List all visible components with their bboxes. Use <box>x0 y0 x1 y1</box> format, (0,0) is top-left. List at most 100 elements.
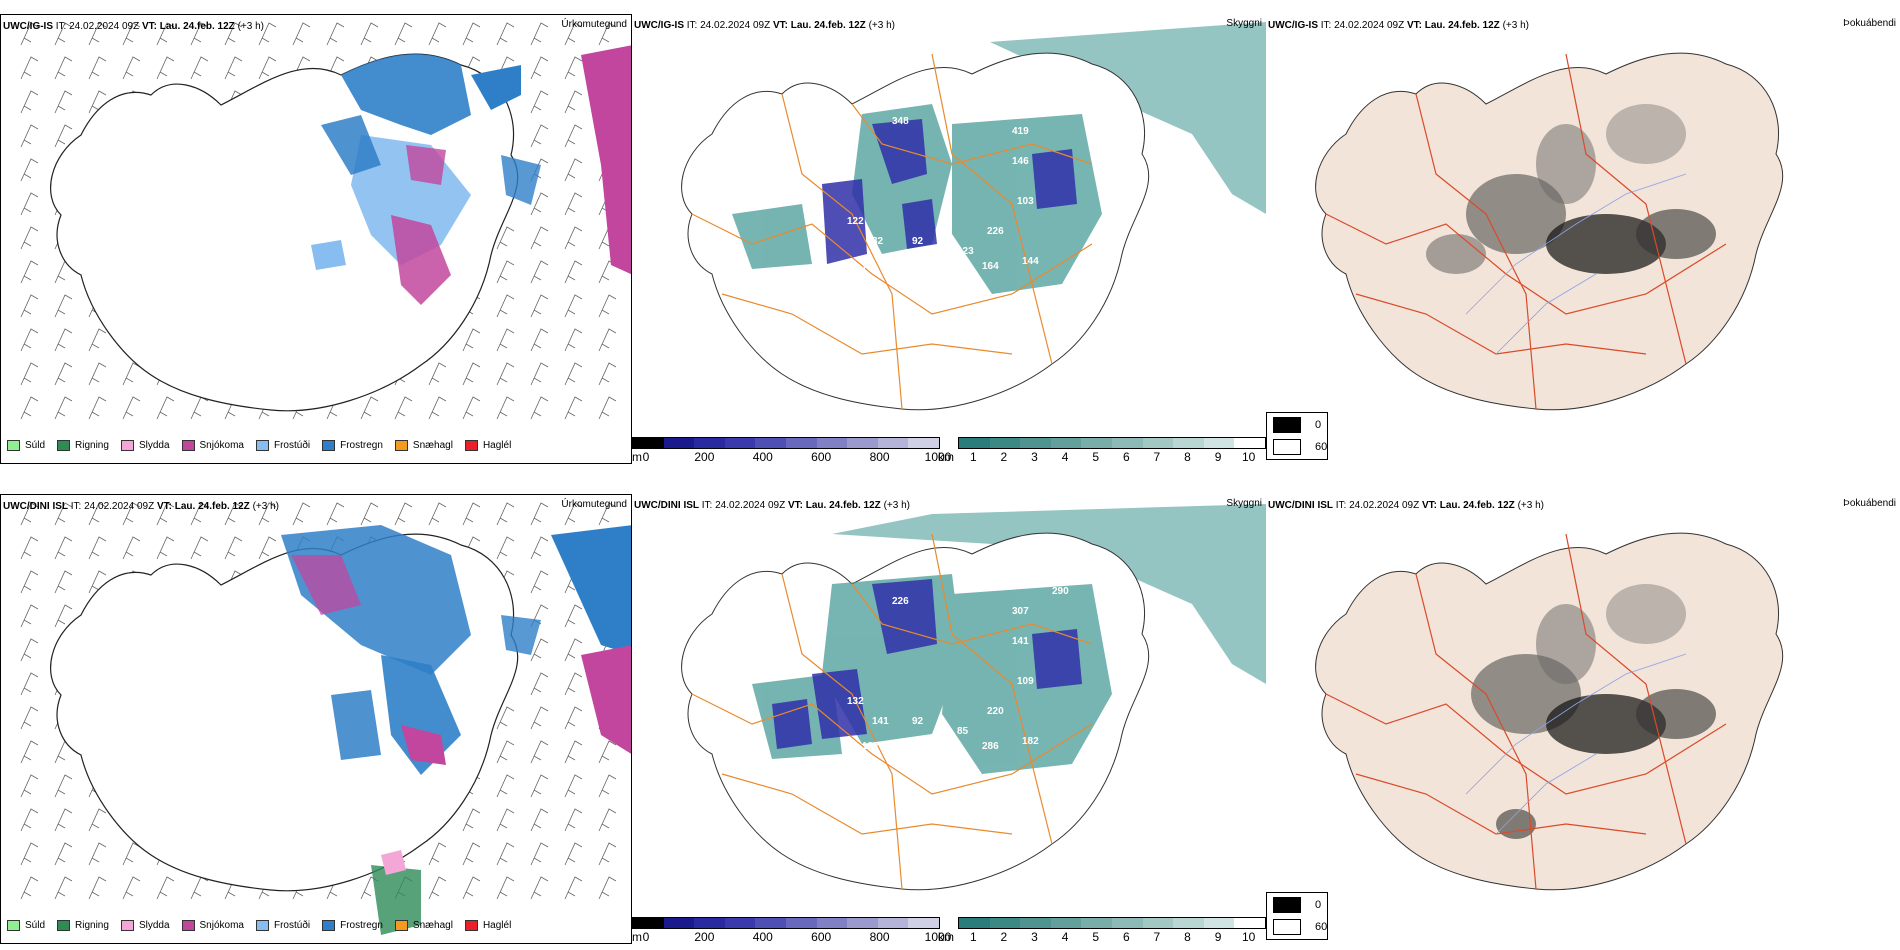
colorbar-tick: 200 <box>694 930 715 944</box>
legend-label: Súld <box>25 440 46 451</box>
colorbar-segment <box>959 438 990 448</box>
legend-label: Slydda <box>138 440 170 451</box>
precip-type-panel-row2: UWC/DINI ISL IT: 24.02.2024 09Z VT: Lau.… <box>0 494 632 944</box>
colorbar-segment <box>847 438 878 448</box>
colorbar-segment <box>755 438 786 448</box>
precip-legend: Súld Rigning Slydda Snjókoma Frostúði Frostre… <box>7 920 523 931</box>
visibility-value: 419 <box>1012 126 1029 137</box>
visibility-value: 378 <box>972 96 989 107</box>
colorbar-tick: 8 <box>1184 450 1191 464</box>
colorbar-segment <box>1081 438 1112 448</box>
legend-swatch <box>464 440 478 451</box>
colorbar-tick: 6 <box>1122 450 1130 464</box>
visibility-value: 236 <box>1107 101 1124 112</box>
legend-item: Rigning <box>57 440 109 451</box>
colorbar-segment <box>633 438 664 448</box>
ticks-m: 0 200 400 600 800 1000 <box>643 930 952 944</box>
legend-swatch <box>322 920 336 931</box>
visibility-value: 82 <box>872 236 884 247</box>
visibility-colorbar-km <box>958 917 1266 929</box>
visibility-value: 290 <box>1052 586 1069 597</box>
visibility-value: 109 <box>1017 676 1034 687</box>
colorbar-tick: 1000 <box>924 450 952 464</box>
legend-label: Snæhagl <box>412 920 453 931</box>
visibility-value: 107 <box>1092 261 1109 272</box>
panel-title: Þokuábendi <box>1843 498 1896 509</box>
legend-item: Snæhagl <box>394 920 453 931</box>
colorbar-segment <box>1050 438 1082 448</box>
visibility-value: 132 <box>847 696 864 707</box>
colorbar-segment <box>694 918 725 928</box>
colorbar-tick: 1 <box>969 930 977 944</box>
colorbar-segment <box>1081 918 1112 928</box>
fog-legend-item: 60 <box>1273 439 1327 455</box>
colorbar-tick: 4 <box>1061 930 1069 944</box>
colorbar-segment <box>1111 918 1143 928</box>
colorbar-segment <box>989 438 1021 448</box>
colorbar-tick: 0 <box>642 450 650 464</box>
iceland-map-fog-row1 <box>1315 52 1784 411</box>
visibility-value: 85 <box>957 726 969 737</box>
panel-title: Úrkomutegund <box>561 19 627 30</box>
road-network <box>691 533 1093 890</box>
colorbar-tick: 800 <box>869 450 890 464</box>
legend-swatch <box>181 440 195 451</box>
fog-legend: 0 60 <box>1266 412 1328 460</box>
legend-item: Haglél <box>464 920 512 931</box>
colorbar-segment <box>785 438 817 448</box>
visibility-value: 127 <box>1092 741 1109 752</box>
visibility-value: 164 <box>982 261 999 272</box>
fog-legend-item: 60 <box>1273 919 1327 935</box>
river-network <box>1465 653 1687 835</box>
legend-item: Snjókoma <box>181 920 244 931</box>
visibility-value: 123 <box>957 246 974 257</box>
colorbar-segment <box>663 918 695 928</box>
visibility-value: 220 <box>987 706 1004 717</box>
colorbar-segment <box>908 438 939 448</box>
visibility-value: 226 <box>987 226 1004 237</box>
unit-km: km <box>938 450 954 464</box>
visibility-panel-row2: 434 290 319 307 226 141 109 132 141 92 85 220 286 182… <box>632 494 1266 944</box>
visibility-value: 182 <box>1022 736 1039 747</box>
colorbar-segment <box>663 438 695 448</box>
colorbar-tick: 600 <box>811 930 832 944</box>
legend-label: Súld <box>25 920 46 931</box>
iceland-map-visibility-row2: 434 290 319 307 226 141 109 132 141 92 85 220 286 182… <box>681 504 1266 891</box>
visibility-value: 141 <box>1012 636 1029 647</box>
visibility-value: 92 <box>912 236 924 247</box>
legend-swatch <box>57 440 71 451</box>
colorbar-tick: 1 <box>969 450 977 464</box>
visibility-value: 75 <box>862 261 874 272</box>
legend-label: Frostúði <box>273 440 311 451</box>
colorbar-segment <box>1173 438 1204 448</box>
colorbar-tick: 10 <box>1242 930 1256 944</box>
colorbar-tick: 7 <box>1153 450 1161 464</box>
legend-label: Snjókoma <box>199 920 244 931</box>
fog-legend-item: 0 <box>1273 417 1321 433</box>
legend-swatch <box>464 920 478 931</box>
panel-title: Skyggni <box>1226 18 1262 29</box>
visibility-value: 92 <box>912 716 924 727</box>
colorbar-segment <box>1203 438 1235 448</box>
visibility-value: 348 <box>892 116 909 127</box>
unit-km: km <box>938 930 954 944</box>
iceland-map-precip-row2 <box>20 502 631 935</box>
legend-swatch <box>7 440 20 451</box>
precip-legend: Súld Rigning Slydda Snjókoma Frostúði Frostre… <box>7 440 523 451</box>
legend-label: Haglél <box>482 920 512 931</box>
legend-swatch <box>120 920 134 931</box>
legend-label: Frostúði <box>273 920 311 931</box>
visibility-blue-areas <box>772 579 1082 749</box>
colorbar-segment <box>1050 918 1082 928</box>
colorbar-tick: 3 <box>1031 930 1038 944</box>
precip-snow-areas <box>281 525 631 935</box>
legend-item: Haglél <box>464 440 511 451</box>
visibility-value: 226 <box>892 596 909 607</box>
colorbar-segment <box>816 918 848 928</box>
visibility-value: 103 <box>1017 196 1034 207</box>
colorbar-segment <box>1234 918 1265 928</box>
visibility-value: 286 <box>982 741 999 752</box>
colorbar-segment <box>785 918 817 928</box>
legend-item: Snæhagl <box>394 440 453 451</box>
legend-label: Frostregn <box>340 440 383 451</box>
